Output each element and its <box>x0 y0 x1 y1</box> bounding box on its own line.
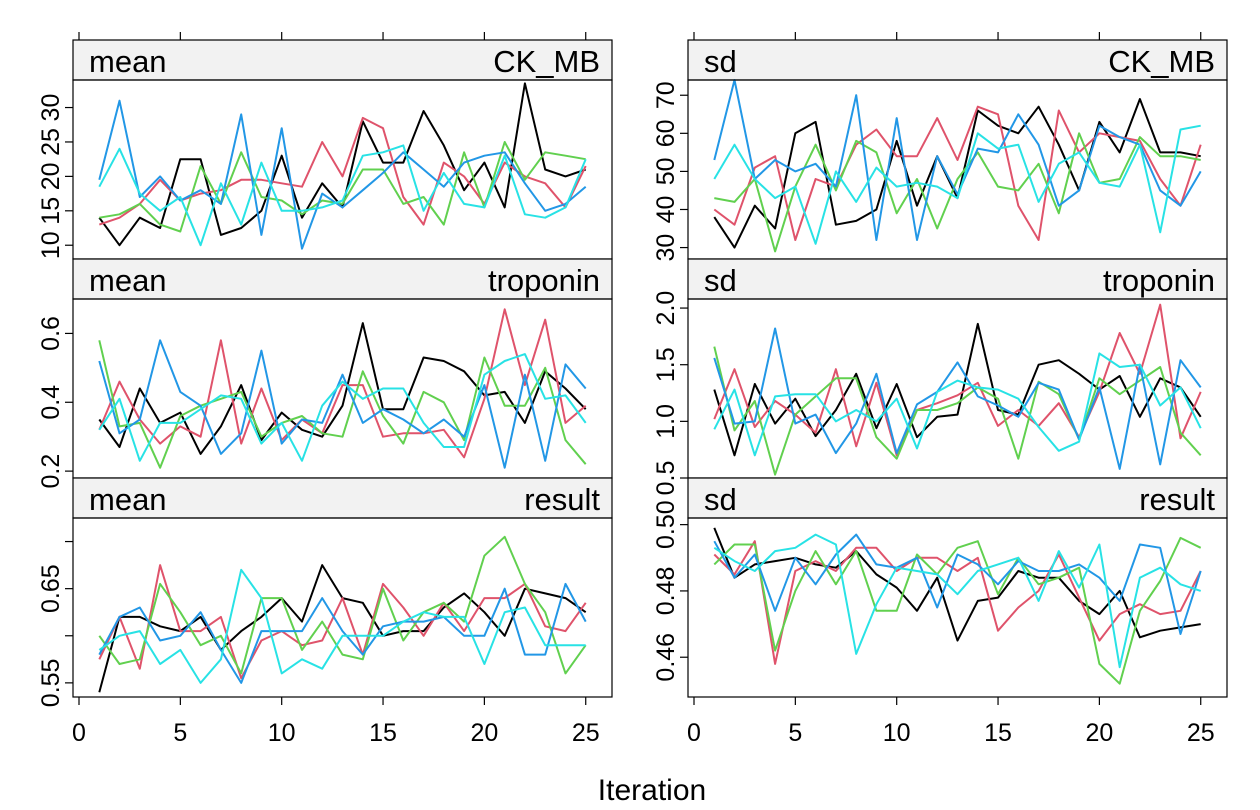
x-axis-label: Iteration <box>598 774 706 807</box>
panel-sd-ck_mb-series-5 <box>713 124 1201 245</box>
panel-sd-troponin-y-tick-label: 2.0 <box>652 291 680 326</box>
panel-mean-result-series-1 <box>98 564 587 693</box>
panel-sd-troponin-series-4 <box>713 327 1202 470</box>
panel-sd-ck_mb-series-1 <box>713 98 1201 249</box>
x-tick-label: 10 <box>268 719 296 747</box>
panel-sd-ck_mb-y-tick-label: 40 <box>652 196 680 224</box>
panel-sd-troponin-stat-label: sd <box>704 263 737 298</box>
panel-mean-troponin-series-2 <box>98 308 587 459</box>
panel-sd-result-series-1 <box>713 527 1201 642</box>
panel-mean-troponin-series-1 <box>98 322 587 455</box>
panel-sd-ck_mb-series-4 <box>713 79 1202 241</box>
panel-sd-result-series-4 <box>713 533 1202 635</box>
panel-sd-troponin-y-tick-label: 0.5 <box>652 461 680 496</box>
panel-mean-ck_mb-y-tick-label: 15 <box>37 197 65 225</box>
panel-sd-result-variable-label: result <box>1139 482 1215 517</box>
panel-mean-ck_mb-y-tick-label: 30 <box>37 94 65 122</box>
panel-sd-troponin-series-1 <box>713 322 1202 457</box>
panel-mean-ck_mb-strip <box>72 39 613 81</box>
panel-mean-ck_mb-series-4 <box>98 99 587 250</box>
x-tick-label: 25 <box>572 719 600 747</box>
panel-mean-ck_mb-variable-label: CK_MB <box>493 44 600 79</box>
x-tick-label: 5 <box>173 719 187 747</box>
panel-mean-ck_mb-y-tick-label: 25 <box>37 128 65 156</box>
panel-mean-result-series-4 <box>98 582 587 684</box>
panel-mean-troponin-stat-label: mean <box>89 263 167 298</box>
panel-sd-troponin-series-5 <box>713 352 1202 457</box>
panel-sd-ck_mb-stat-label: sd <box>704 44 737 79</box>
x-tick-label: 15 <box>984 719 1012 747</box>
x-tick-label: 5 <box>788 719 802 747</box>
panel-sd-result-series-3 <box>713 536 1202 685</box>
panel-sd-ck_mb-strip <box>687 39 1228 81</box>
x-tick-label: 10 <box>883 719 911 747</box>
panel-sd-result-y-tick-label: 0.50 <box>652 500 680 549</box>
panel-mean-troponin-strip <box>72 258 613 300</box>
panel-mean-troponin-frame <box>72 298 613 479</box>
panel-sd-troponin-y-tick-label: 1.5 <box>652 347 680 382</box>
panel-sd-ck_mb-variable-label: CK_MB <box>1108 44 1215 79</box>
panel-mean-result-y-tick-label: 0.65 <box>37 564 65 613</box>
panel-mean-ck_mb-y-tick-label: 10 <box>37 231 65 259</box>
panel-mean-ck_mb-series-2 <box>98 116 587 226</box>
x-tick-label: 0 <box>687 719 701 747</box>
x-tick-label: 25 <box>1187 719 1215 747</box>
panel-mean-ck_mb-series-5 <box>98 144 587 247</box>
panel-mean-ck_mb-stat-label: mean <box>89 44 167 79</box>
panel-sd-troponin-series-3 <box>713 346 1202 476</box>
panel-sd-result-y-tick-label: 0.46 <box>652 633 680 682</box>
panel-sd-troponin-y-tick-label: 1.0 <box>652 404 680 439</box>
panel-sd-result-stat-label: sd <box>704 482 737 517</box>
panel-sd-ck_mb-y-tick-label: 30 <box>652 234 680 262</box>
panel-mean-result-y-tick-label: 0.55 <box>37 659 65 708</box>
panel-sd-troponin-variable-label: troponin <box>1103 263 1215 298</box>
panel-mean-troponin-series-4 <box>98 339 587 469</box>
panel-mean-result-series-5 <box>98 568 586 684</box>
panel-mean-ck_mb-y-tick-label: 20 <box>37 162 65 190</box>
panel-sd-result-frame <box>687 517 1228 698</box>
panel-sd-ck_mb-y-tick-label: 70 <box>652 81 680 109</box>
x-tick-label: 15 <box>369 719 397 747</box>
x-tick-label: 20 <box>470 719 498 747</box>
panel-mean-troponin-y-tick-label: 0.6 <box>37 316 65 351</box>
x-tick-label: 20 <box>1085 719 1113 747</box>
panel-sd-result-y-tick-label: 0.48 <box>652 567 680 616</box>
panel-mean-result-series-2 <box>98 564 587 680</box>
panel-sd-result-strip <box>687 477 1228 519</box>
panel-mean-troponin-variable-label: troponin <box>488 263 600 298</box>
panel-mean-troponin-series-3 <box>98 340 587 469</box>
panel-mean-result-strip <box>72 477 613 519</box>
panel-sd-ck_mb-y-tick-label: 60 <box>652 119 680 147</box>
panel-mean-troponin-y-tick-label: 0.2 <box>37 454 65 489</box>
panel-sd-result-series-2 <box>713 540 1202 665</box>
x-tick-label: 0 <box>72 719 86 747</box>
panel-mean-result-variable-label: result <box>524 482 600 517</box>
panel-mean-troponin-series-5 <box>98 353 587 462</box>
panel-mean-troponin-y-tick-label: 0.4 <box>37 385 65 420</box>
panel-mean-result-frame <box>72 517 613 698</box>
panel-sd-result-series-5 <box>713 533 1202 669</box>
panel-mean-result-stat-label: mean <box>89 482 167 517</box>
panel-mean-ck_mb-series-3 <box>99 141 586 233</box>
panel-mean-result-series-3 <box>98 535 587 675</box>
panel-sd-ck_mb-y-tick-label: 50 <box>652 157 680 185</box>
